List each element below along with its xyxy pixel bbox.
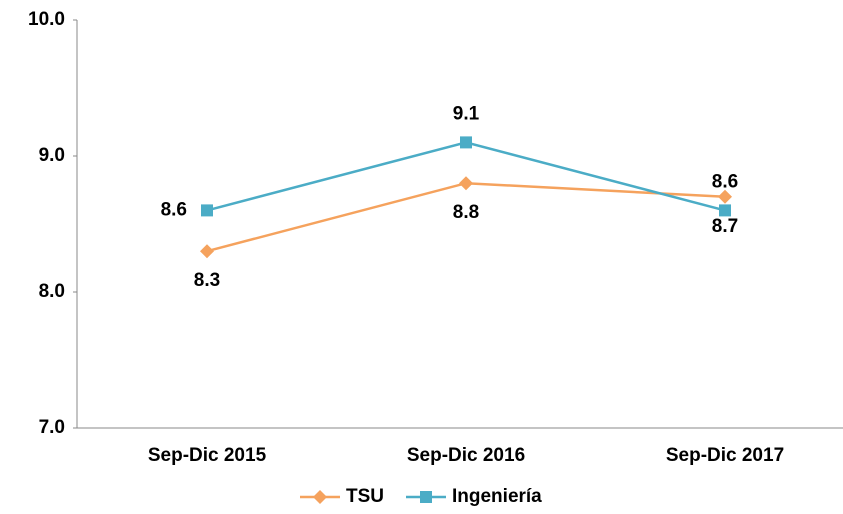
data-label: 8.8 — [453, 202, 479, 223]
marker — [201, 204, 213, 217]
y-tick-label: 9.0 — [39, 145, 65, 166]
x-tick-label: Sep-Dic 2015 — [148, 445, 267, 466]
x-tick-label: Sep-Dic 2016 — [407, 445, 525, 466]
legend-marker — [313, 490, 327, 504]
x-tick-label: Sep-Dic 2017 — [666, 445, 784, 466]
marker — [460, 136, 472, 149]
legend-label: Ingeniería — [452, 486, 542, 507]
legend-marker — [420, 491, 432, 503]
y-tick-label: 10.0 — [28, 9, 65, 30]
data-label: 8.7 — [712, 216, 738, 237]
y-tick-label: 8.0 — [39, 281, 65, 302]
marker — [459, 176, 473, 191]
data-label: 8.6 — [712, 171, 738, 192]
marker — [200, 244, 214, 259]
marker — [719, 204, 731, 217]
legend-label: TSU — [346, 486, 384, 507]
data-label: 8.6 — [161, 199, 187, 220]
marker — [718, 189, 732, 204]
data-label: 9.1 — [453, 103, 480, 124]
y-tick-label: 7.0 — [39, 417, 65, 438]
data-label: 8.3 — [194, 270, 220, 291]
